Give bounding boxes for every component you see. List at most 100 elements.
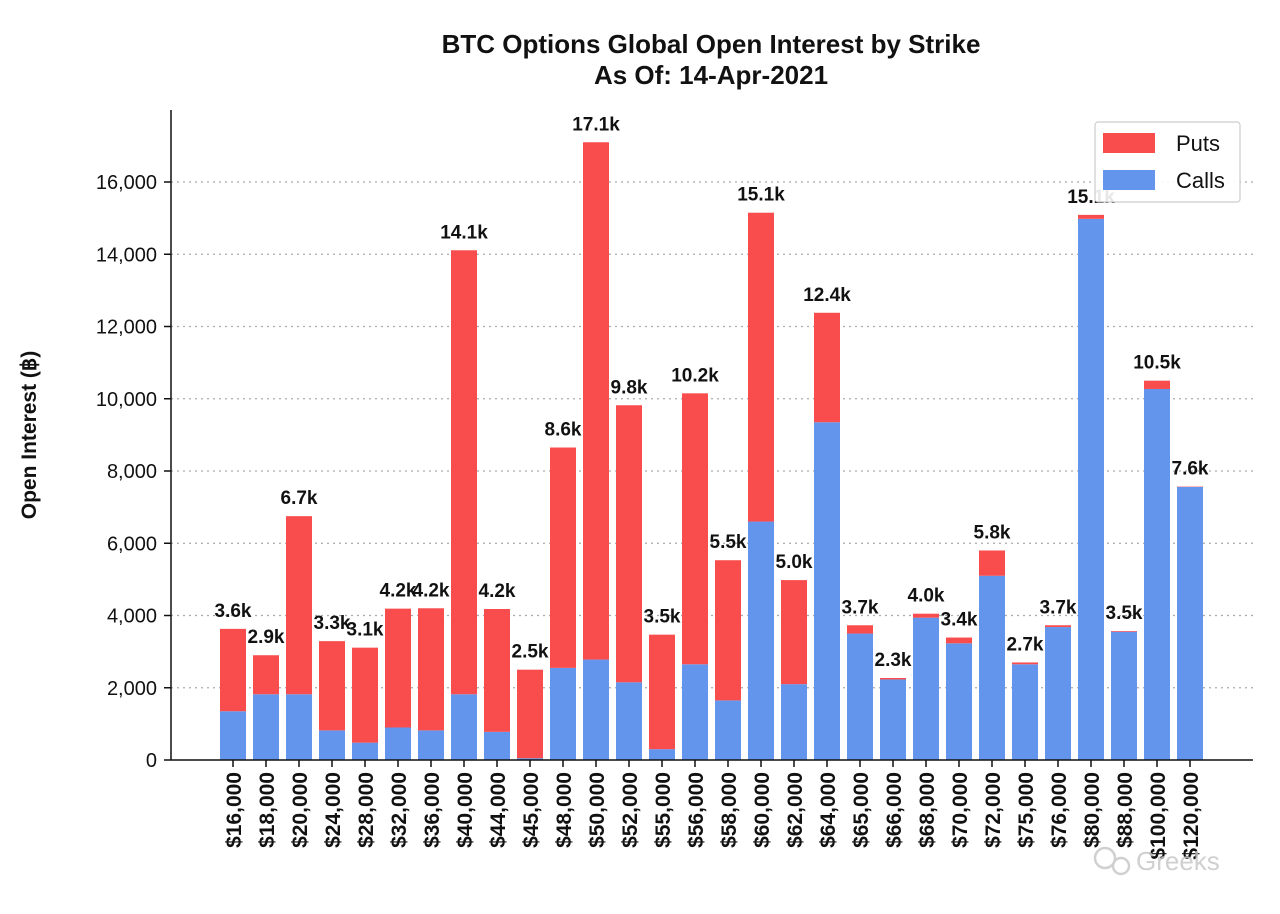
bar-puts — [352, 647, 378, 743]
x-tick-label: $36,000 — [421, 772, 444, 848]
bar-calls — [715, 700, 741, 760]
bar-calls — [1111, 631, 1137, 760]
x-tick-label: $52,000 — [619, 772, 642, 848]
y-tick-label: 14,000 — [96, 244, 157, 266]
data-label: 2.9k — [248, 627, 285, 648]
bar-calls — [880, 679, 906, 760]
bar-puts — [253, 655, 279, 695]
bar-calls — [946, 643, 972, 760]
data-label: 12.4k — [803, 285, 851, 306]
x-tick-label: $60,000 — [751, 772, 774, 848]
x-tick-label: $20,000 — [289, 772, 312, 848]
bar-puts — [847, 625, 873, 634]
x-tick-label: $62,000 — [784, 772, 807, 848]
bar-calls — [550, 667, 576, 760]
y-tick-label: 6,000 — [107, 533, 157, 555]
x-tick-label: $100,000 — [1147, 772, 1170, 860]
x-tick-label: $65,000 — [850, 772, 873, 848]
bar-calls — [1144, 388, 1170, 760]
bar-calls — [748, 521, 774, 760]
chart-title: BTC Options Global Open Interest by Stri… — [442, 29, 981, 59]
bar-puts — [1078, 214, 1104, 219]
bar-puts — [319, 641, 345, 731]
bar-calls — [220, 711, 246, 760]
data-label: 4.2k — [479, 581, 516, 602]
y-tick-label: 0 — [146, 750, 157, 772]
data-label: 3.5k — [1106, 603, 1143, 624]
x-tick-label: $32,000 — [388, 772, 411, 848]
data-label: 4.2k — [380, 581, 417, 602]
x-tick-label: $48,000 — [553, 772, 576, 848]
bar-calls — [979, 575, 1005, 760]
bar-calls — [352, 742, 378, 760]
x-tick-label: $56,000 — [685, 772, 708, 848]
x-tick-label: $40,000 — [454, 772, 477, 848]
x-tick-label: $24,000 — [322, 772, 345, 848]
bar-calls — [1012, 664, 1038, 760]
x-tick-label: $55,000 — [652, 772, 675, 848]
data-label: 5.0k — [776, 552, 813, 573]
x-tick-label: $76,000 — [1048, 772, 1071, 848]
data-label: 3.5k — [644, 607, 681, 628]
bar-puts — [1012, 662, 1038, 665]
data-label: 4.2k — [413, 580, 450, 601]
bar-calls — [682, 664, 708, 760]
bar-puts — [1111, 631, 1137, 632]
bar-puts — [913, 613, 939, 618]
data-label: 3.3k — [314, 613, 351, 634]
x-tick-label: $45,000 — [520, 772, 543, 848]
bars-layer — [220, 142, 1203, 760]
bar-calls — [913, 617, 939, 760]
bar-calls — [385, 727, 411, 760]
y-tick-label: 8,000 — [107, 461, 157, 483]
y-tick-label: 16,000 — [96, 172, 157, 194]
bar-calls — [517, 758, 543, 760]
legend-puts-swatch — [1103, 133, 1155, 153]
bar-calls — [319, 730, 345, 760]
x-tick-label: $50,000 — [586, 772, 609, 848]
bar-puts — [715, 560, 741, 701]
bar-calls — [484, 731, 510, 760]
x-ticks-layer: $16,000 $18,000 $20,000 $24,000 $28,000 $32,0… — [223, 760, 1203, 860]
data-label: 3.4k — [941, 610, 978, 631]
bar-puts — [385, 608, 411, 728]
x-tick-label: $120,000 — [1180, 772, 1203, 860]
bar-calls — [418, 730, 444, 760]
bar-puts — [550, 447, 576, 668]
bar-puts — [517, 669, 543, 759]
watermark-icon — [1093, 846, 1117, 870]
bar-puts — [220, 628, 246, 712]
legend-calls-swatch — [1103, 170, 1155, 190]
bar-calls — [253, 694, 279, 760]
bar-calls — [847, 633, 873, 760]
bar-puts — [1045, 625, 1071, 628]
x-tick-label: $75,000 — [1015, 772, 1038, 848]
y-ticks-layer: 0 2,000 4,000 6,000 8,000 10,000 12,000 14,000 1… — [96, 172, 171, 772]
data-label: 3.7k — [1040, 597, 1077, 618]
bar-calls — [1078, 218, 1104, 760]
bar-puts — [583, 142, 609, 660]
bar-puts — [979, 550, 1005, 576]
data-label: 3.6k — [215, 601, 252, 622]
bar-puts — [682, 393, 708, 665]
data-label: 2.5k — [512, 642, 549, 663]
legend: Puts Calls — [1094, 121, 1241, 203]
x-tick-label: $44,000 — [487, 772, 510, 848]
bar-calls — [1177, 486, 1203, 760]
bar-puts — [814, 312, 840, 423]
bar-calls — [1045, 627, 1071, 760]
bar-puts — [781, 580, 807, 685]
y-tick-label: 4,000 — [107, 606, 157, 628]
data-label: 5.8k — [974, 522, 1011, 543]
bar-puts — [1144, 380, 1170, 389]
bar-puts — [649, 634, 675, 750]
data-label: 7.6k — [1172, 459, 1209, 480]
y-tick-label: 12,000 — [96, 317, 157, 339]
legend-puts-label: Puts — [1176, 131, 1220, 156]
data-label: 17.1k — [572, 114, 620, 135]
axes-layer — [170, 110, 1253, 761]
data-label: 4.0k — [908, 586, 945, 607]
bar-calls — [781, 684, 807, 760]
legend-calls-label: Calls — [1176, 168, 1225, 193]
